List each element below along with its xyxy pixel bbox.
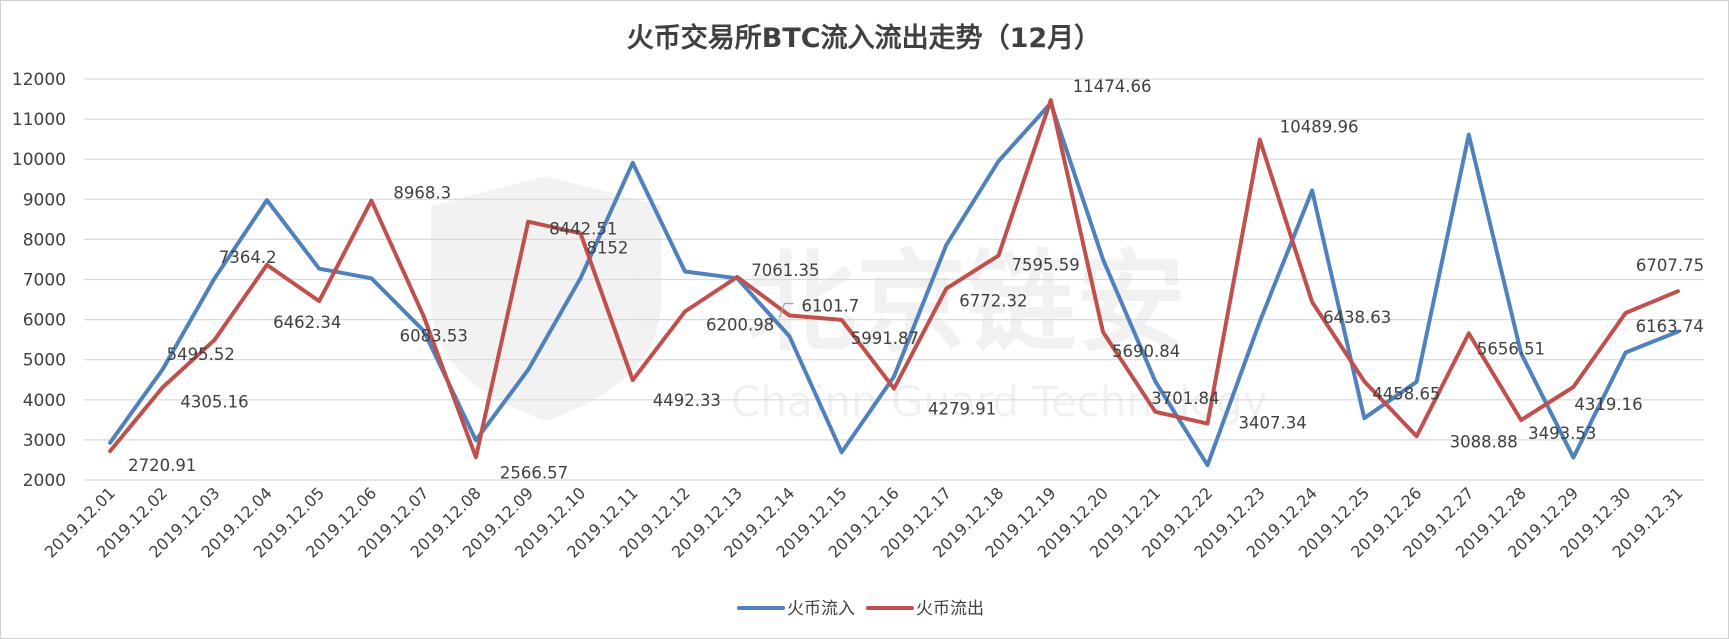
data-label: 8442.51 bbox=[549, 220, 617, 239]
data-label: 3407.34 bbox=[1239, 414, 1307, 433]
data-label: 4319.16 bbox=[1574, 395, 1642, 414]
y-tick-label: 9000 bbox=[23, 190, 66, 210]
data-label: 6772.32 bbox=[959, 292, 1027, 311]
data-label: 5495.52 bbox=[167, 345, 235, 364]
legend: 火币流入 火币流出 bbox=[739, 599, 984, 619]
data-label: 4492.33 bbox=[653, 391, 721, 410]
data-label: 6200.98 bbox=[706, 316, 774, 335]
data-label: 8968.3 bbox=[393, 184, 451, 203]
data-label: 7364.2 bbox=[219, 248, 277, 267]
data-label: 7061.35 bbox=[751, 261, 819, 280]
data-label: 10489.96 bbox=[1280, 118, 1359, 137]
data-label: 6438.63 bbox=[1323, 308, 1391, 327]
data-label: 7595.59 bbox=[1012, 256, 1080, 275]
legend-label-outflow: 火币流出 bbox=[916, 599, 984, 619]
y-tick-label: 6000 bbox=[23, 311, 66, 331]
y-axis-ticks: 2000 3000 4000 5000 6000 7000 8000 9000 10000 110… bbox=[12, 70, 66, 491]
data-label: 6163.74 bbox=[1636, 317, 1704, 336]
data-label: 2720.91 bbox=[128, 456, 196, 475]
y-tick-label: 5000 bbox=[23, 351, 66, 371]
data-label: 4458.65 bbox=[1372, 384, 1440, 403]
data-label: 2566.57 bbox=[500, 463, 568, 482]
data-label: 5690.84 bbox=[1112, 342, 1180, 361]
y-tick-label: 11000 bbox=[12, 110, 66, 130]
data-label: 6101.7 bbox=[801, 297, 859, 316]
x-axis-ticks: 2019.12.012019.12.022019.12.032019.12.04… bbox=[41, 483, 1687, 561]
y-tick-label: 3000 bbox=[23, 431, 66, 451]
data-label: 4305.16 bbox=[180, 393, 248, 412]
data-label: 3493.53 bbox=[1528, 424, 1596, 443]
data-label: 5991.87 bbox=[851, 329, 919, 348]
data-label: 8152 bbox=[586, 238, 628, 257]
legend-label-inflow: 火币流入 bbox=[787, 599, 855, 619]
data-label: 6462.34 bbox=[273, 313, 341, 332]
data-label: 6083.53 bbox=[400, 326, 468, 345]
data-label: 4279.91 bbox=[928, 400, 996, 419]
chart-title: 火币交易所BTC流入流出走势（12月） bbox=[627, 22, 1101, 54]
y-tick-label: 10000 bbox=[12, 150, 66, 170]
data-label: 11474.66 bbox=[1073, 77, 1152, 96]
y-tick-label: 2000 bbox=[23, 471, 66, 491]
y-tick-label: 7000 bbox=[23, 271, 66, 291]
shield-logo-icon bbox=[431, 176, 661, 421]
y-tick-label: 12000 bbox=[12, 70, 66, 90]
y-tick-label: 8000 bbox=[23, 230, 66, 250]
data-label: 5656.51 bbox=[1477, 339, 1545, 358]
data-label: 3088.88 bbox=[1450, 432, 1518, 451]
y-tick-label: 4000 bbox=[23, 391, 66, 411]
data-label: 6707.75 bbox=[1636, 256, 1704, 275]
data-label: 3701.84 bbox=[1151, 389, 1219, 408]
